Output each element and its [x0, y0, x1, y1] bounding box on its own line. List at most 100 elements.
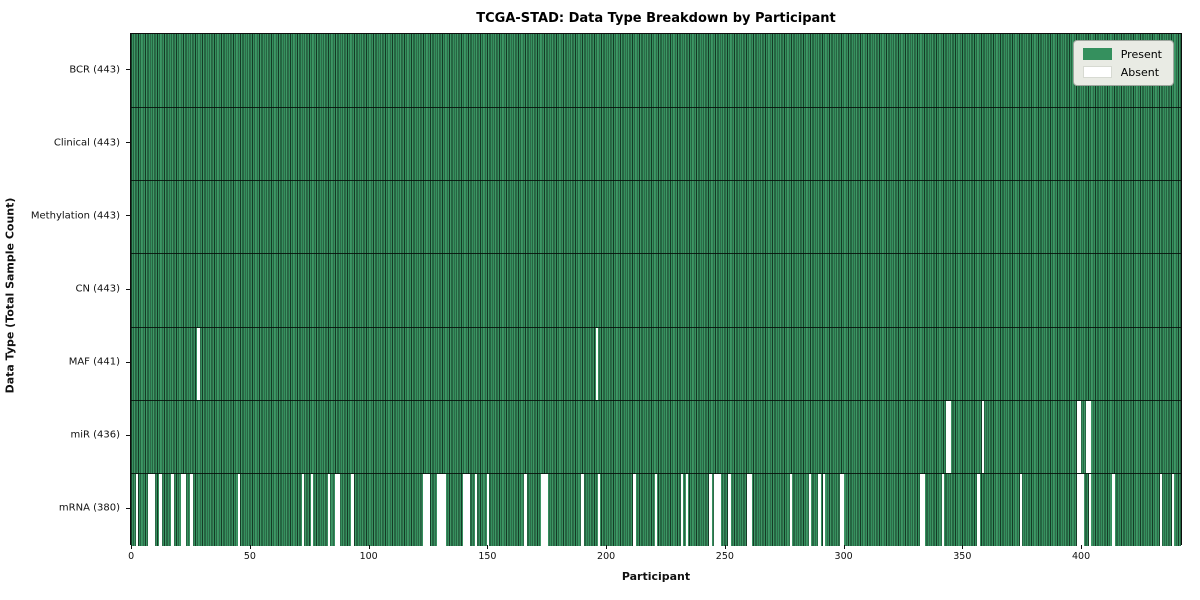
y-tick-label-mRNA: mRNA (380): [58, 502, 120, 514]
legend-absent-label: Absent: [1120, 65, 1160, 79]
absent-stripe: [839, 473, 843, 546]
absent-stripe: [427, 473, 430, 546]
absent-stripe: [1076, 400, 1080, 473]
x-tick-mark: [368, 545, 370, 549]
absent-stripe: [1076, 473, 1080, 546]
absent-stripe: [714, 473, 717, 546]
x-tick-mark: [1081, 545, 1083, 549]
x-tick-mark: [606, 545, 608, 549]
absent-stripe: [541, 473, 544, 546]
heatmap-row-Methylation: [131, 180, 1181, 254]
absent-stripe: [436, 473, 440, 546]
heatmap-row-CN: [131, 253, 1181, 327]
x-tick-label-50: 50: [243, 551, 256, 562]
absent-stripe: [180, 473, 184, 546]
absent-stripe: [171, 473, 174, 546]
absent-stripe: [716, 473, 719, 546]
absent-stripe: [183, 473, 186, 546]
absent-stripe: [149, 473, 153, 546]
absent-stripe: [749, 473, 752, 546]
absent-stripe: [422, 473, 425, 546]
y-tick-label-Methylation: Methylation (443): [30, 210, 120, 222]
chart-title: TCGA-STAD: Data Type Breakdown by Partic…: [476, 11, 836, 26]
heatmap-row-miR: [131, 399, 1181, 473]
absent-stripe: [920, 473, 923, 546]
absent-stripe: [486, 473, 489, 546]
absent-stripe: [474, 473, 478, 546]
absent-stripe: [747, 473, 750, 546]
absent-stripe: [654, 473, 658, 546]
absent-stripe: [190, 473, 193, 546]
x-tick-label-100: 100: [359, 551, 378, 562]
absent-stripe: [808, 473, 812, 546]
y-tick-label-CN: CN (443): [75, 283, 120, 295]
absent-stripe: [334, 473, 338, 546]
legend-present-label: Present: [1120, 47, 1162, 61]
x-tick-label-350: 350: [953, 551, 972, 562]
y-axis-label: Data Type (Total Sample Count): [4, 100, 17, 394]
absent-stripe: [443, 473, 447, 546]
heatmap-row-Clinical: [131, 107, 1181, 181]
absent-stripe: [351, 473, 354, 546]
absent-stripe: [301, 473, 304, 546]
x-tick-mark: [962, 545, 964, 549]
absent-stripe: [1088, 473, 1091, 546]
x-tick-mark: [724, 545, 726, 549]
absent-stripe: [465, 473, 468, 546]
y-tick-mark: [126, 142, 130, 144]
absent-stripe: [1079, 400, 1082, 473]
heatmap-rows: [131, 34, 1181, 546]
absent-stripe: [311, 473, 314, 546]
absent-stripe: [197, 327, 200, 400]
x-tick-label-200: 200: [597, 551, 616, 562]
absent-stripe: [818, 473, 821, 546]
absent-stripe: [946, 400, 949, 473]
x-tick-label-400: 400: [1071, 551, 1091, 562]
y-tick-label-BCR: BCR (443): [69, 64, 120, 76]
absent-stripe: [1171, 473, 1174, 546]
legend: Present Absent: [1072, 40, 1174, 86]
heatmap-row-BCR: [131, 34, 1181, 108]
absent-stripe: [237, 473, 241, 546]
absent-stripe: [685, 473, 688, 546]
absent-stripe: [941, 473, 944, 546]
y-tick-mark: [126, 507, 130, 509]
absent-stripe: [543, 473, 546, 546]
absent-stripe: [922, 473, 925, 546]
x-tick-label-0: 0: [128, 551, 135, 562]
absent-stripe: [1159, 473, 1163, 546]
absent-stripe: [545, 473, 549, 546]
absent-stripe: [823, 473, 826, 546]
absent-stripe: [337, 473, 340, 546]
absent-stripe: [728, 473, 731, 546]
absent-stripe: [1086, 400, 1089, 473]
heatmap-row-MAF: [131, 326, 1181, 400]
plot-area: Present Absent: [130, 33, 1182, 546]
absent-stripe: [159, 473, 162, 546]
absent-stripe: [1081, 473, 1084, 546]
absent-stripe: [152, 473, 155, 546]
absent-stripe: [709, 473, 712, 546]
absent-stripe: [597, 473, 601, 546]
absent-stripe: [633, 473, 636, 546]
absent-stripe: [1112, 473, 1115, 546]
y-tick-label-MAF: MAF (441): [68, 356, 120, 368]
absent-stripe: [1088, 400, 1091, 473]
absent-stripe: [718, 473, 722, 546]
absent-swatch: [1082, 66, 1112, 78]
legend-item-absent: Absent: [1082, 65, 1162, 79]
y-axis-label-text: Data Type (Total Sample Count): [3, 197, 17, 394]
absent-stripe: [1019, 473, 1023, 546]
x-tick-label-300: 300: [834, 551, 853, 562]
y-tick-mark: [126, 288, 130, 290]
absent-stripe: [135, 473, 139, 546]
absent-stripe: [524, 473, 527, 546]
absent-stripe: [581, 473, 584, 546]
y-tick-mark: [126, 215, 130, 217]
absent-stripe: [439, 473, 442, 546]
absent-stripe: [1079, 473, 1082, 546]
y-tick-mark: [126, 69, 130, 71]
y-tick-mark: [126, 361, 130, 363]
y-tick-label-Clinical: Clinical (443): [53, 137, 120, 149]
